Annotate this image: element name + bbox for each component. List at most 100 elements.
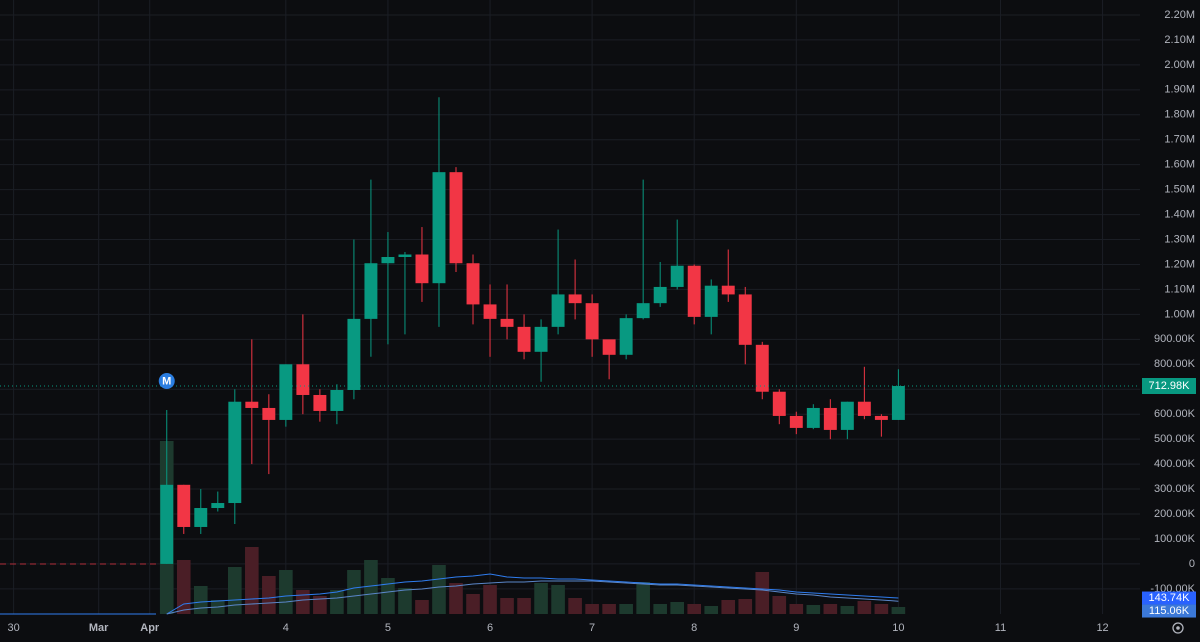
volume-bar [568,598,582,614]
grid [0,0,1140,614]
candle-body [772,391,786,416]
volume-bar [619,604,633,614]
candle-body [517,326,531,352]
y-tick-label: 600.00K [1154,408,1196,420]
volume-bar [534,583,548,614]
volume-bar [585,604,599,614]
candle-body [619,318,633,355]
y-tick-label: 1.10M [1164,283,1195,295]
volume-bar [415,600,429,614]
y-tick-label: 1.00M [1164,308,1195,320]
y-tick-label: 2.00M [1164,59,1195,71]
volume-bar [228,567,242,614]
x-tick-label: 6 [487,622,493,634]
volume-bar [330,590,344,614]
volume-bar [721,600,736,614]
candle-body [466,263,480,305]
candle-body [653,286,667,304]
candle-body [296,364,310,395]
gear-ring [1172,622,1184,634]
candle-body [483,304,497,319]
x-tick-label: 4 [283,622,289,634]
candle-body [415,254,429,284]
volume-ma-line [166,580,899,615]
candle-body [823,407,837,430]
volume-bar [432,565,446,614]
volume-bar [704,606,719,614]
candle-body [551,294,565,327]
y-tick-label: 1.50M [1164,184,1195,196]
y-tick-label: 1.80M [1164,109,1195,121]
candle-body [874,415,888,420]
x-tick-label: 8 [691,622,697,634]
candle-body [670,265,684,287]
volume-bar [313,596,327,614]
volume-bar [398,588,412,614]
volume-bar [636,582,650,614]
volume-bar [176,560,191,614]
y-tick-label: 2.10M [1164,34,1195,46]
y-tick-label: 1.90M [1164,84,1195,96]
y-tick-label: 1.40M [1164,208,1195,220]
candle-body [364,263,378,319]
y-tick-label: 900.00K [1154,333,1196,345]
volume-bar [755,572,770,614]
candle-body [534,326,548,352]
volume-bar [381,578,395,614]
candle-body [636,303,650,319]
ma-label-box [1142,604,1196,618]
candle-body [194,508,208,527]
candle-body [755,344,769,392]
candle-body [585,303,599,340]
candle-body [449,172,463,264]
candle-body [398,254,412,257]
y-tick-label: 1.30M [1164,233,1195,245]
candle-body [721,285,735,295]
volume-bar [602,604,616,614]
volume-bar [738,599,753,614]
candle-body [177,484,191,527]
volume-bar [279,570,293,614]
volume-bar [653,604,667,614]
volume-bar [840,606,855,614]
settings-icon[interactable] [1172,622,1184,634]
y-tick-label: 300.00K [1154,483,1196,495]
ma-label-box [1142,591,1196,605]
volume-ma-line [166,573,899,615]
candle-body [840,401,854,430]
volume-bar [551,585,565,614]
y-tick-label: 200.00K [1154,508,1196,520]
x-tick-label: 9 [793,622,799,634]
ma-label: 115.06K [1149,605,1190,617]
volume-bar [857,601,872,614]
y-tick-label: 0 [1189,558,1195,570]
candle-body [432,172,446,284]
candle-body [211,503,225,509]
y-tick-label: 1.70M [1164,134,1195,146]
candle-body [330,389,344,411]
volume-bar [670,602,684,614]
marker-badge [158,373,175,390]
volume-bar [687,604,702,614]
volume-bar [772,596,787,614]
x-tick-label: 12 [1096,622,1108,634]
x-tick-label: 5 [385,622,391,634]
candle-body [806,407,820,428]
y-tick-label: 500.00K [1154,433,1196,445]
x-tick-label: Mar [89,622,109,634]
candle-body [891,386,905,420]
candle-body [347,318,361,390]
volume-bar [500,598,514,614]
last-price-label: 712.98K [1149,380,1191,392]
volume-bar [823,604,838,614]
x-tick-label: 30 [7,622,19,634]
candle-body [738,294,752,345]
marker-label: M [162,375,171,387]
volume-bar [262,576,276,614]
y-tick-label: 400.00K [1154,458,1196,470]
candle-body [602,339,616,355]
candle-body [500,318,514,327]
volume-bar [466,594,480,614]
price-axis: -100.00K0100.00K200.00K300.00K400.00K500… [7,9,1196,634]
